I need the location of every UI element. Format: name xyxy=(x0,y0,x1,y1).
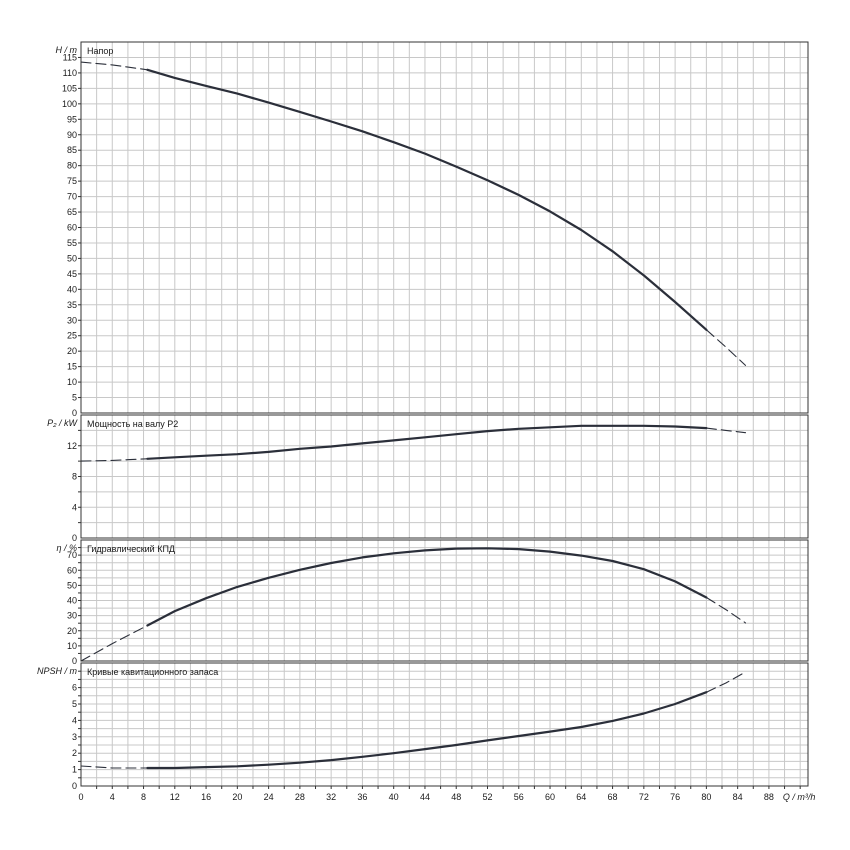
npsh-curve-dashed-0 xyxy=(80,765,148,769)
power-curve-dashed-2 xyxy=(705,427,747,434)
xtick-label: 28 xyxy=(295,792,305,802)
xtick-label: 16 xyxy=(201,792,211,802)
xtick-label: 84 xyxy=(733,792,743,802)
xtick-label: 88 xyxy=(764,792,774,802)
head-ylabel: H / m xyxy=(56,45,78,55)
power-panel-frame xyxy=(80,414,809,539)
efficiency-curve-dashed-0 xyxy=(80,624,148,662)
xtick-label: 0 xyxy=(78,792,83,802)
power-ytick-label: 4 xyxy=(72,502,77,512)
head-ytick-label: 25 xyxy=(67,331,77,341)
frame-layer xyxy=(78,41,809,789)
head-panel-title: Напор xyxy=(87,46,113,56)
head-ytick-label: 5 xyxy=(72,393,77,403)
efficiency-panel-frame xyxy=(80,539,809,662)
npsh-panel-frame xyxy=(80,662,809,787)
head-ytick-label: 10 xyxy=(67,377,77,387)
head-curve-solid-1 xyxy=(146,68,708,331)
power-ytick-label: 0 xyxy=(72,533,77,543)
head-ytick-label: 55 xyxy=(67,238,77,248)
efficiency-ytick-label: 30 xyxy=(67,611,77,621)
xtick-label: 72 xyxy=(639,792,649,802)
xtick-label: 12 xyxy=(170,792,180,802)
power-ytick-label: 12 xyxy=(67,441,77,451)
xtick-label: 68 xyxy=(608,792,618,802)
head-ytick-label: 0 xyxy=(72,408,77,418)
xtick-label: 8 xyxy=(141,792,146,802)
npsh-curve-solid-1 xyxy=(146,691,708,770)
xtick-label: 32 xyxy=(326,792,336,802)
power-panel-title: Мощность на валу P2 xyxy=(87,419,178,429)
efficiency-ytick-label: 10 xyxy=(67,641,77,651)
xtick-label: 4 xyxy=(110,792,115,802)
head-ytick-label: 65 xyxy=(67,207,77,217)
power-ytick-label: 8 xyxy=(72,472,77,482)
head-ytick-label: 110 xyxy=(63,68,77,78)
xtick-label: 40 xyxy=(389,792,399,802)
efficiency-ytick-label: 60 xyxy=(67,565,77,575)
head-ytick-label: 115 xyxy=(63,52,77,62)
head-ytick-label: 45 xyxy=(67,269,77,279)
npsh-ytick-label: 5 xyxy=(72,699,77,709)
efficiency-ytick-label: 50 xyxy=(67,580,77,590)
head-ytick-label: 70 xyxy=(67,192,77,202)
npsh-ytick-label: 6 xyxy=(72,683,77,693)
power-curve-dashed-0 xyxy=(80,458,148,462)
power-curve-solid-1 xyxy=(146,424,708,460)
npsh-ylabel: NPSH / m xyxy=(37,666,78,676)
efficiency-ytick-label: 0 xyxy=(72,656,77,666)
efficiency-curve-solid-1 xyxy=(146,547,708,627)
xtick-label: 64 xyxy=(576,792,586,802)
xtick-label: 56 xyxy=(514,792,524,802)
head-ytick-label: 90 xyxy=(67,130,77,140)
head-ytick-label: 60 xyxy=(67,223,77,233)
npsh-ytick-label: 1 xyxy=(72,765,77,775)
head-ytick-label: 75 xyxy=(67,176,77,186)
head-ytick-label: 50 xyxy=(67,253,77,263)
xtick-label: 80 xyxy=(701,792,711,802)
xtick-label: 48 xyxy=(451,792,461,802)
head-ytick-label: 20 xyxy=(67,346,77,356)
head-panel-frame xyxy=(80,41,809,414)
npsh-ytick-label: 2 xyxy=(72,748,77,758)
npsh-ytick-label: 4 xyxy=(72,715,77,725)
npsh-ytick-label: 0 xyxy=(72,781,77,791)
head-ytick-label: 40 xyxy=(67,284,77,294)
xtick-label: 76 xyxy=(670,792,680,802)
head-ytick-label: 15 xyxy=(67,362,77,372)
head-ytick-label: 35 xyxy=(67,300,77,310)
head-ytick-label: 30 xyxy=(67,315,77,325)
xtick-label: 36 xyxy=(357,792,367,802)
head-ytick-label: 105 xyxy=(62,83,77,93)
head-ytick-label: 95 xyxy=(67,114,77,124)
head-curve-dashed-0 xyxy=(80,61,148,71)
efficiency-ylabel: η / % xyxy=(56,543,77,553)
xtick-label: 52 xyxy=(482,792,492,802)
head-ytick-label: 100 xyxy=(62,99,77,109)
head-ytick-label: 85 xyxy=(67,145,77,155)
efficiency-ytick-label: 40 xyxy=(67,596,77,606)
head-curve-dashed-2 xyxy=(705,329,747,366)
xtick-label: 24 xyxy=(264,792,274,802)
head-ytick-label: 80 xyxy=(67,161,77,171)
npsh-curve-dashed-2 xyxy=(705,671,747,693)
efficiency-curve-dashed-2 xyxy=(705,596,747,624)
power-ylabel: P₂ / kW xyxy=(47,418,78,428)
grid-layer xyxy=(81,42,808,786)
xtick-label: 20 xyxy=(232,792,242,802)
efficiency-ytick-label: 70 xyxy=(67,550,77,560)
text-layer: 0510152025303540455055606570758085909510… xyxy=(37,45,815,802)
efficiency-panel-title: Гидравлический КПД xyxy=(87,544,175,554)
xlabel: Q / m³/h xyxy=(783,792,816,802)
npsh-panel-title: Кривые кавитационного запаса xyxy=(87,667,218,677)
curve-layer xyxy=(80,61,747,770)
xtick-label: 60 xyxy=(545,792,555,802)
efficiency-ytick-label: 20 xyxy=(67,626,77,636)
npsh-ytick-label: 3 xyxy=(72,732,77,742)
xtick-label: 44 xyxy=(420,792,430,802)
